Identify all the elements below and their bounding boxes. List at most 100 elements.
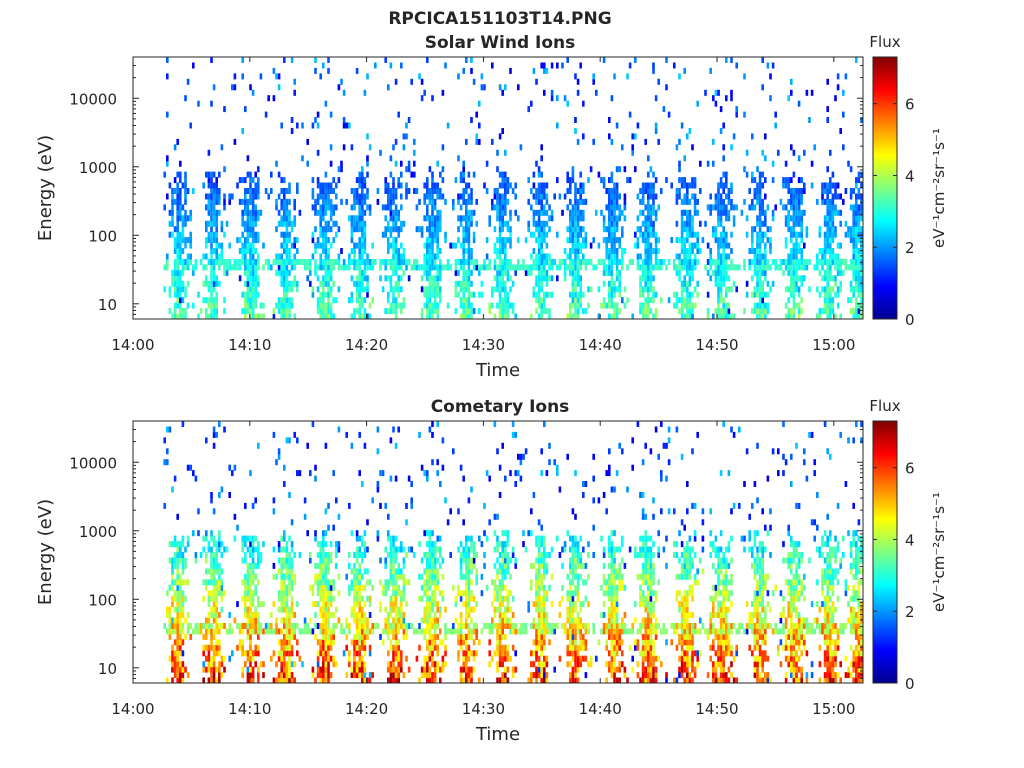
heatmap-cell <box>545 253 549 260</box>
heatmap-cell <box>244 198 247 205</box>
heatmap-cell <box>355 67 359 74</box>
heatmap-cell <box>787 198 790 205</box>
heatmap-cell <box>836 193 840 200</box>
heatmap-cell <box>389 606 393 613</box>
heatmap-cell <box>220 606 224 613</box>
heatmap-cell <box>392 237 395 244</box>
heatmap-cell <box>366 253 369 260</box>
heatmap-cell <box>813 144 816 151</box>
heatmap-cell <box>387 259 390 265</box>
heatmap-cell <box>678 308 681 315</box>
heatmap-cell <box>272 95 276 102</box>
heatmap-cell <box>309 628 312 635</box>
heatmap-cell <box>761 259 764 265</box>
heatmap-cell <box>199 552 203 558</box>
heatmap-cell <box>509 231 512 238</box>
heatmap-cell <box>392 672 395 679</box>
heatmap-cell <box>504 198 507 205</box>
heatmap-cell <box>680 308 684 315</box>
heatmap-cell <box>316 590 320 597</box>
heatmap-cell <box>584 259 588 265</box>
heatmap-cell <box>571 259 575 265</box>
heatmap-cell <box>361 204 364 211</box>
heatmap-cell <box>615 264 619 271</box>
heatmap-cell <box>823 248 827 254</box>
heatmap-cell <box>277 84 281 91</box>
heatmap-cell <box>322 248 325 254</box>
heatmap-cell <box>478 308 481 315</box>
heatmap-cell <box>402 297 406 304</box>
heatmap-cell <box>857 291 861 298</box>
heatmap-cell <box>472 78 476 85</box>
heatmap-cell <box>857 193 861 200</box>
heatmap-cell <box>249 231 252 238</box>
heatmap-cell <box>322 579 325 586</box>
heatmap-cell <box>254 546 257 553</box>
heatmap-cell <box>220 144 224 151</box>
heatmap-cell <box>387 530 390 537</box>
heatmap-cell <box>579 275 582 282</box>
heatmap-cell <box>717 259 720 265</box>
heatmap-cell <box>210 171 213 178</box>
heatmap-cell <box>743 259 746 265</box>
heatmap-cell <box>337 590 341 597</box>
heatmap-cell <box>205 253 208 260</box>
colorbar-tick-label: 2 <box>905 239 915 257</box>
heatmap-cell <box>423 193 426 200</box>
heatmap-cell <box>176 286 179 293</box>
heatmap-cell <box>574 231 577 238</box>
heatmap-cell <box>675 264 679 271</box>
heatmap-cell <box>722 280 725 287</box>
heatmap-cell <box>855 226 858 233</box>
heatmap-cell <box>283 248 286 254</box>
heatmap-cell <box>358 655 361 662</box>
heatmap-cell <box>498 264 502 271</box>
heatmap-cell <box>582 253 585 260</box>
heatmap-cell <box>277 557 281 564</box>
heatmap-cell <box>387 193 390 200</box>
heatmap-cell <box>179 557 182 564</box>
heatmap-cell <box>249 666 252 673</box>
heatmap-cell <box>249 677 252 683</box>
heatmap-cell <box>722 313 725 319</box>
heatmap-cell <box>389 552 393 558</box>
heatmap-cell <box>212 264 216 271</box>
heatmap-cell <box>394 253 398 260</box>
heatmap-cell <box>251 655 255 662</box>
heatmap-cell <box>205 644 208 651</box>
heatmap-cell <box>353 584 356 591</box>
heatmap-cell <box>181 421 185 427</box>
heatmap-cell <box>233 535 237 542</box>
heatmap-cell <box>467 666 471 673</box>
heatmap-cell <box>584 308 588 315</box>
heatmap-cell <box>454 264 458 271</box>
heatmap-cell <box>210 497 213 504</box>
heatmap-cell <box>254 182 257 189</box>
heatmap-cell <box>436 661 439 668</box>
heatmap-cell <box>439 628 442 635</box>
heatmap-cell <box>540 308 543 315</box>
heatmap-cell <box>459 595 463 602</box>
heatmap-cell <box>472 308 476 315</box>
heatmap-cell <box>753 193 757 200</box>
heatmap-cell <box>166 57 169 63</box>
heatmap-cell <box>223 655 226 662</box>
heatmap-cell <box>608 215 611 222</box>
heatmap-cell <box>381 259 385 265</box>
heatmap-cell <box>389 568 393 575</box>
heatmap-cell <box>225 259 229 265</box>
heatmap-cell <box>610 259 614 265</box>
heatmap-cell <box>389 188 393 194</box>
heatmap-cell <box>241 128 244 134</box>
heatmap-cell <box>441 655 445 662</box>
heatmap-cell <box>348 264 351 271</box>
heatmap-cell <box>626 73 629 80</box>
heatmap-cell <box>506 177 510 184</box>
heatmap-cell <box>283 650 286 657</box>
heatmap-cell <box>314 633 317 640</box>
heatmap-cell <box>613 291 616 298</box>
heatmap-cell <box>212 666 216 673</box>
heatmap-cell <box>836 269 840 276</box>
heatmap-cell <box>543 297 546 304</box>
heatmap-cell <box>280 297 283 304</box>
